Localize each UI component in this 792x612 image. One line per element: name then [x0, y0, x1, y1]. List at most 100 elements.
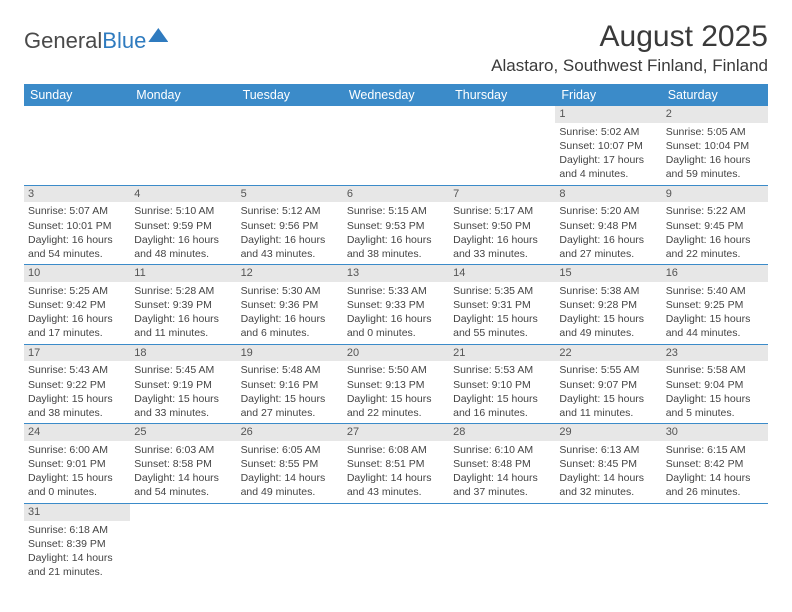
sunset-text: Sunset: 9:04 PM	[666, 378, 764, 392]
daylight-text: Daylight: 14 hours	[666, 471, 764, 485]
logo-flag-icon	[148, 28, 168, 42]
sunset-text: Sunset: 9:25 PM	[666, 298, 764, 312]
weekday-header: Saturday	[662, 84, 768, 106]
sunrise-text: Sunrise: 6:08 AM	[347, 443, 445, 457]
daylight-text: and 11 minutes.	[134, 326, 232, 340]
logo-text-general: General	[24, 28, 102, 54]
day-number: 11	[130, 265, 236, 282]
sunrise-text: Sunrise: 5:33 AM	[347, 284, 445, 298]
calendar-day-cell: 24Sunrise: 6:00 AMSunset: 9:01 PMDayligh…	[24, 424, 130, 504]
daylight-text: Daylight: 15 hours	[134, 392, 232, 406]
sunrise-text: Sunrise: 5:25 AM	[28, 284, 126, 298]
calendar-day-cell: 13Sunrise: 5:33 AMSunset: 9:33 PMDayligh…	[343, 265, 449, 345]
calendar-day-cell: 20Sunrise: 5:50 AMSunset: 9:13 PMDayligh…	[343, 344, 449, 424]
daylight-text: Daylight: 15 hours	[28, 392, 126, 406]
calendar-body: 1Sunrise: 5:02 AMSunset: 10:07 PMDayligh…	[24, 106, 768, 582]
daylight-text: Daylight: 14 hours	[28, 551, 126, 565]
sunrise-text: Sunrise: 5:28 AM	[134, 284, 232, 298]
daylight-text: Daylight: 15 hours	[666, 312, 764, 326]
calendar-day-cell: 15Sunrise: 5:38 AMSunset: 9:28 PMDayligh…	[555, 265, 661, 345]
daylight-text: and 33 minutes.	[134, 406, 232, 420]
calendar-day-cell: 2Sunrise: 5:05 AMSunset: 10:04 PMDayligh…	[662, 106, 768, 185]
daylight-text: and 27 minutes.	[559, 247, 657, 261]
day-details: Sunrise: 5:30 AMSunset: 9:36 PMDaylight:…	[237, 282, 343, 344]
sunrise-text: Sunrise: 6:18 AM	[28, 523, 126, 537]
sunset-text: Sunset: 8:51 PM	[347, 457, 445, 471]
calendar-day-cell: 14Sunrise: 5:35 AMSunset: 9:31 PMDayligh…	[449, 265, 555, 345]
day-details: Sunrise: 5:50 AMSunset: 9:13 PMDaylight:…	[343, 361, 449, 423]
logo-text-blue: Blue	[102, 28, 146, 54]
sunset-text: Sunset: 9:31 PM	[453, 298, 551, 312]
calendar-day-cell: 3Sunrise: 5:07 AMSunset: 10:01 PMDayligh…	[24, 185, 130, 265]
sunset-text: Sunset: 9:01 PM	[28, 457, 126, 471]
day-details: Sunrise: 5:20 AMSunset: 9:48 PMDaylight:…	[555, 202, 661, 264]
calendar-week-row: 17Sunrise: 5:43 AMSunset: 9:22 PMDayligh…	[24, 344, 768, 424]
calendar-day-cell: 28Sunrise: 6:10 AMSunset: 8:48 PMDayligh…	[449, 424, 555, 504]
sunrise-text: Sunrise: 5:30 AM	[241, 284, 339, 298]
day-number: 17	[24, 345, 130, 362]
calendar-day-cell: 31Sunrise: 6:18 AMSunset: 8:39 PMDayligh…	[24, 503, 130, 582]
daylight-text: and 44 minutes.	[666, 326, 764, 340]
day-number: 10	[24, 265, 130, 282]
sunrise-text: Sunrise: 5:10 AM	[134, 204, 232, 218]
calendar-day-cell: 16Sunrise: 5:40 AMSunset: 9:25 PMDayligh…	[662, 265, 768, 345]
day-details: Sunrise: 5:48 AMSunset: 9:16 PMDaylight:…	[237, 361, 343, 423]
day-details: Sunrise: 6:10 AMSunset: 8:48 PMDaylight:…	[449, 441, 555, 503]
header: GeneralBlue August 2025 Alastaro, Southw…	[24, 20, 768, 76]
weekday-header: Sunday	[24, 84, 130, 106]
day-details: Sunrise: 6:00 AMSunset: 9:01 PMDaylight:…	[24, 441, 130, 503]
day-number: 20	[343, 345, 449, 362]
daylight-text: Daylight: 15 hours	[666, 392, 764, 406]
day-details: Sunrise: 5:28 AMSunset: 9:39 PMDaylight:…	[130, 282, 236, 344]
calendar-empty-cell	[449, 503, 555, 582]
sunrise-text: Sunrise: 5:35 AM	[453, 284, 551, 298]
daylight-text: Daylight: 15 hours	[453, 392, 551, 406]
day-number: 8	[555, 186, 661, 203]
day-details: Sunrise: 5:43 AMSunset: 9:22 PMDaylight:…	[24, 361, 130, 423]
day-details: Sunrise: 5:07 AMSunset: 10:01 PMDaylight…	[24, 202, 130, 264]
sunset-text: Sunset: 8:45 PM	[559, 457, 657, 471]
sunset-text: Sunset: 9:42 PM	[28, 298, 126, 312]
weekday-header: Wednesday	[343, 84, 449, 106]
calendar-day-cell: 1Sunrise: 5:02 AMSunset: 10:07 PMDayligh…	[555, 106, 661, 185]
sunrise-text: Sunrise: 5:50 AM	[347, 363, 445, 377]
logo: GeneralBlue	[24, 28, 168, 54]
sunrise-text: Sunrise: 6:00 AM	[28, 443, 126, 457]
daylight-text: Daylight: 16 hours	[241, 233, 339, 247]
sunset-text: Sunset: 9:33 PM	[347, 298, 445, 312]
sunset-text: Sunset: 9:59 PM	[134, 219, 232, 233]
calendar-day-cell: 4Sunrise: 5:10 AMSunset: 9:59 PMDaylight…	[130, 185, 236, 265]
daylight-text: and 38 minutes.	[347, 247, 445, 261]
daylight-text: and 17 minutes.	[28, 326, 126, 340]
day-number: 19	[237, 345, 343, 362]
title-block: August 2025 Alastaro, Southwest Finland,…	[491, 20, 768, 76]
calendar-empty-cell	[449, 106, 555, 185]
sunrise-text: Sunrise: 6:10 AM	[453, 443, 551, 457]
day-number: 30	[662, 424, 768, 441]
weekday-row: SundayMondayTuesdayWednesdayThursdayFrid…	[24, 84, 768, 106]
day-number: 18	[130, 345, 236, 362]
day-details: Sunrise: 5:12 AMSunset: 9:56 PMDaylight:…	[237, 202, 343, 264]
calendar-empty-cell	[343, 503, 449, 582]
calendar-table: SundayMondayTuesdayWednesdayThursdayFrid…	[24, 84, 768, 582]
calendar-day-cell: 30Sunrise: 6:15 AMSunset: 8:42 PMDayligh…	[662, 424, 768, 504]
day-number: 27	[343, 424, 449, 441]
day-number: 3	[24, 186, 130, 203]
day-number: 7	[449, 186, 555, 203]
day-details: Sunrise: 5:17 AMSunset: 9:50 PMDaylight:…	[449, 202, 555, 264]
daylight-text: Daylight: 15 hours	[28, 471, 126, 485]
sunset-text: Sunset: 10:01 PM	[28, 219, 126, 233]
sunset-text: Sunset: 9:16 PM	[241, 378, 339, 392]
sunset-text: Sunset: 9:10 PM	[453, 378, 551, 392]
sunrise-text: Sunrise: 5:20 AM	[559, 204, 657, 218]
sunset-text: Sunset: 9:48 PM	[559, 219, 657, 233]
sunrise-text: Sunrise: 6:05 AM	[241, 443, 339, 457]
daylight-text: Daylight: 14 hours	[453, 471, 551, 485]
day-number: 2	[662, 106, 768, 123]
sunset-text: Sunset: 9:28 PM	[559, 298, 657, 312]
daylight-text: and 6 minutes.	[241, 326, 339, 340]
weekday-header: Thursday	[449, 84, 555, 106]
sunset-text: Sunset: 9:13 PM	[347, 378, 445, 392]
location-text: Alastaro, Southwest Finland, Finland	[491, 56, 768, 76]
daylight-text: and 33 minutes.	[453, 247, 551, 261]
